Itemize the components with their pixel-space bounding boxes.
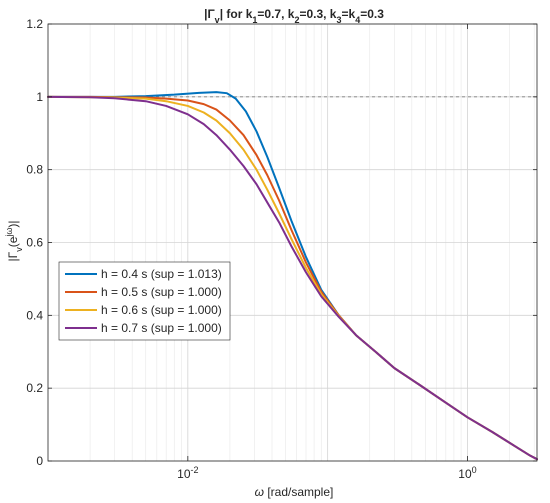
x-tick-label: 10-2 bbox=[177, 465, 198, 481]
y-tick-label: 1.2 bbox=[26, 17, 43, 31]
y-tick-label: 0.6 bbox=[26, 236, 43, 250]
series-line-4 bbox=[47, 95, 538, 461]
tick-marks bbox=[48, 23, 537, 462]
legend-label: h = 0.5 s (sup = 1.000) bbox=[101, 285, 222, 299]
plot-area bbox=[47, 23, 538, 462]
y-tick-label: 1 bbox=[36, 90, 43, 104]
legend-label: h = 0.7 s (sup = 1.000) bbox=[101, 321, 222, 335]
x-tick-labels: 10-2 100 bbox=[177, 465, 477, 481]
chart-title: |Γv| for k1=0.7, k2=0.3, k3=k4=0.3 bbox=[204, 7, 384, 25]
x-tick-label: 100 bbox=[458, 465, 476, 481]
y-tick-labels: 0 0.2 0.4 0.6 0.8 1 1.2 bbox=[26, 17, 43, 468]
y-tick-label: 0.2 bbox=[26, 381, 43, 395]
legend-label: h = 0.4 s (sup = 1.013) bbox=[101, 267, 222, 281]
x-axis-label: ω [rad/sample] bbox=[255, 485, 334, 499]
legend-label: h = 0.6 s (sup = 1.000) bbox=[101, 303, 222, 317]
y-axis-label: |Γv(ejω)| bbox=[4, 220, 24, 261]
series-lines bbox=[47, 91, 538, 461]
y-tick-label: 0.4 bbox=[26, 308, 43, 322]
y-tick-label: 0.8 bbox=[26, 163, 43, 177]
y-tick-label: 0 bbox=[36, 454, 43, 468]
legend: h = 0.4 s (sup = 1.013) h = 0.5 s (sup = … bbox=[58, 261, 231, 341]
